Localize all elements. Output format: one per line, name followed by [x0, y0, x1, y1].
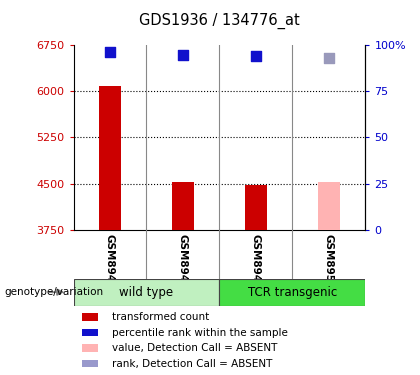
- Text: value, Detection Call = ABSENT: value, Detection Call = ABSENT: [112, 343, 277, 353]
- Text: percentile rank within the sample: percentile rank within the sample: [112, 328, 287, 338]
- Point: [326, 55, 332, 61]
- Point: [252, 53, 259, 59]
- Text: GSM89497: GSM89497: [105, 234, 115, 296]
- Bar: [220, 279, 365, 306]
- Point: [107, 49, 113, 55]
- Text: GSM89500: GSM89500: [324, 234, 334, 296]
- Bar: [318, 182, 340, 230]
- Text: transformed count: transformed count: [112, 312, 209, 322]
- Text: TCR transgenic: TCR transgenic: [248, 286, 337, 298]
- Bar: [172, 182, 194, 230]
- Text: GSM89498: GSM89498: [178, 234, 188, 296]
- Point: [180, 53, 186, 58]
- Text: rank, Detection Call = ABSENT: rank, Detection Call = ABSENT: [112, 358, 272, 369]
- Text: GDS1936 / 134776_at: GDS1936 / 134776_at: [139, 13, 300, 29]
- Bar: [99, 86, 121, 230]
- Bar: [82, 344, 98, 352]
- Text: GSM89499: GSM89499: [251, 234, 261, 296]
- Text: genotype/variation: genotype/variation: [4, 287, 103, 297]
- Bar: [82, 329, 98, 336]
- Text: wild type: wild type: [119, 286, 173, 298]
- Bar: [74, 279, 220, 306]
- Bar: [82, 360, 98, 367]
- Bar: [245, 185, 267, 230]
- Bar: [82, 314, 98, 321]
